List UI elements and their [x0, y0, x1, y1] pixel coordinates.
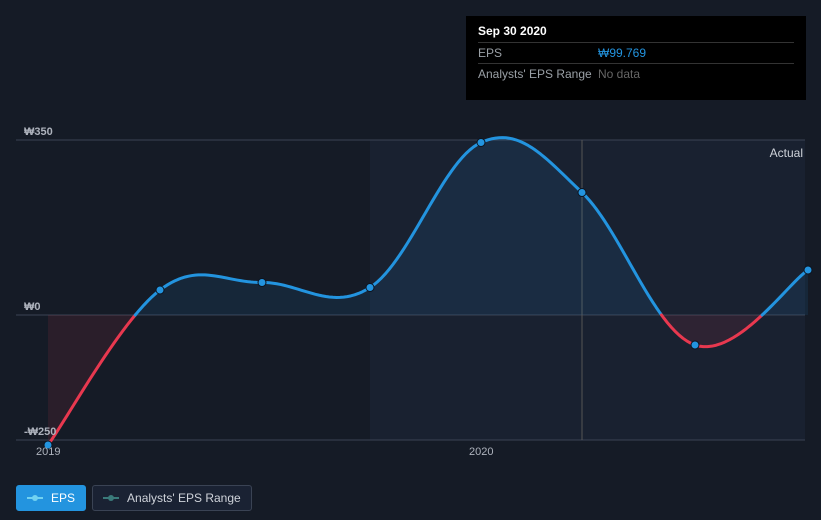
legend-item[interactable]: EPS	[16, 485, 86, 511]
legend-item-label: EPS	[51, 491, 75, 505]
chart-legend: EPS Analysts' EPS Range	[16, 485, 252, 511]
legend-swatch-icon	[103, 493, 119, 503]
legend-item[interactable]: Analysts' EPS Range	[92, 485, 252, 511]
legend-swatch-icon	[27, 493, 43, 503]
x-axis-tick-label: 2020	[469, 446, 493, 458]
chart-tooltip: Sep 30 2020 EPS ₩99.769 Analysts' EPS Ra…	[466, 16, 806, 100]
tooltip-row: Analysts' EPS Range No data	[478, 63, 794, 84]
legend-item-label: Analysts' EPS Range	[127, 491, 241, 505]
tooltip-row-value: No data	[598, 67, 640, 81]
y-axis-tick-label: ₩350	[24, 126, 53, 138]
tooltip-row-label: EPS	[478, 46, 598, 60]
tooltip-date: Sep 30 2020	[478, 24, 794, 38]
actual-region-label: Actual	[770, 146, 803, 160]
tooltip-row-label: Analysts' EPS Range	[478, 67, 598, 81]
x-axis-tick-label: 2019	[36, 446, 60, 458]
chart-container: Sep 30 2020 EPS ₩99.769 Analysts' EPS Ra…	[0, 0, 821, 520]
y-axis-tick-label: -₩250	[24, 426, 56, 438]
tooltip-row: EPS ₩99.769	[478, 42, 794, 63]
tooltip-row-value: ₩99.769	[598, 46, 646, 60]
y-axis-tick-label: ₩0	[24, 301, 41, 313]
